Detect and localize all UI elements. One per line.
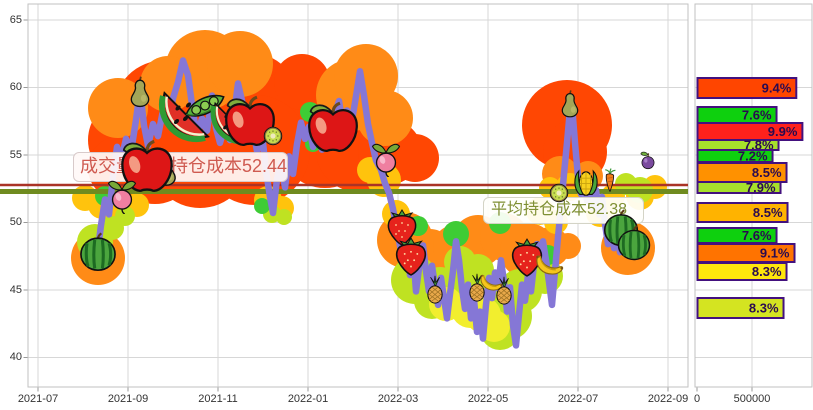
volume-bar-label: 9.1%	[760, 246, 790, 261]
volume-cloud	[274, 54, 330, 110]
volume-bar-label: 7.2%	[738, 149, 768, 164]
volume-bar	[696, 262, 788, 281]
volume-cloud	[254, 198, 270, 214]
volume-bar-label: 8.3%	[752, 264, 782, 279]
volume-cloud	[555, 233, 581, 259]
volume-bar-label: 7.8%	[744, 138, 774, 153]
volume-cloud	[276, 209, 292, 225]
volume-cloud	[443, 221, 469, 247]
volume-bar-label: 8.5%	[753, 205, 783, 220]
volume-profile-bars: 9.4%7.6%9.9%7.8%7.2%8.5%7.9%8.5%7.6%9.1%…	[696, 77, 804, 319]
volume-bar-label: 8.3%	[749, 301, 779, 316]
volume-cloud	[408, 216, 428, 236]
vwap-cost-label: 成交量加权持仓成本52.44	[73, 152, 288, 182]
volume-bar-label: 7.6%	[742, 228, 772, 243]
vwap-cost-text: 成交量加权持仓成本52.44	[80, 156, 288, 176]
volume-cloud	[300, 102, 320, 122]
volume-plot-frame	[694, 3, 813, 388]
volume-bar-label: 9.4%	[762, 81, 792, 96]
volume-cloud	[207, 31, 273, 97]
volume-cloud	[115, 206, 135, 226]
volume-cloud	[539, 177, 561, 199]
volume-bar-label: 8.5%	[752, 165, 782, 180]
volume-bar	[696, 181, 782, 194]
main-plot-frame	[27, 3, 689, 388]
volume-bar	[696, 202, 789, 223]
volume-cloud	[391, 134, 439, 182]
volume-bar	[696, 297, 785, 319]
volume-bar-label: 7.6%	[742, 108, 772, 123]
volume-bar-label: 7.9%	[746, 180, 776, 195]
avg-cost-label: 平均持仓成本52.38	[483, 197, 644, 224]
volume-bar	[696, 77, 798, 99]
avg-cost-text: 平均持仓成本52.38	[491, 201, 628, 218]
volume-bar-label: 9.9%	[768, 124, 798, 139]
